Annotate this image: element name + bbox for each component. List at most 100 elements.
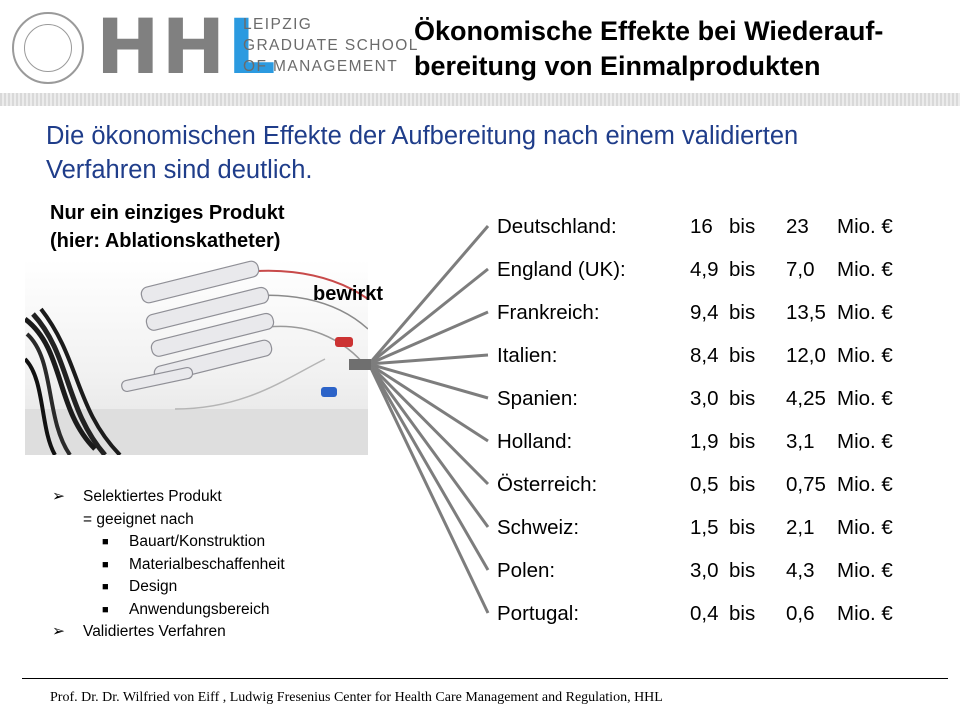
- subtitle-line1: Die ökonomischen Effekte der Aufbereitun…: [46, 122, 799, 150]
- savings-to: 12,0: [786, 344, 826, 367]
- logo-sub-line: OF MANAGEMENT: [243, 58, 399, 75]
- fan-line: [367, 225, 490, 365]
- savings-from: 4,9: [690, 258, 719, 281]
- slide-title-line2: bereitung von Einmalprodukten: [414, 51, 821, 81]
- sub-list-item-text: Anwendungsbereich: [129, 600, 270, 618]
- product-heading-line2: (hier: Ablationskatheter): [50, 230, 281, 252]
- square-bullet-icon: ■: [102, 581, 109, 593]
- list-item-selected-product: ➢ Selektiertes Produkt = geeignet nach: [52, 486, 285, 531]
- country-row-frankreich: Frankreich: 9,4 bis 13,5 Mio. €: [497, 291, 917, 334]
- range-separator: bis: [729, 430, 756, 453]
- savings-unit: Mio. €: [837, 559, 893, 582]
- fan-line: [368, 353, 489, 366]
- logo-letter-h1: H: [96, 2, 162, 91]
- list-item-text: = geeignet nach: [83, 510, 194, 528]
- savings-to: 0,6: [786, 602, 815, 625]
- fan-line: [367, 363, 490, 571]
- savings-unit: Mio. €: [837, 301, 893, 324]
- savings-from: 9,4: [690, 301, 719, 324]
- hhl-seal-logo: [12, 12, 84, 84]
- savings-from: 0,5: [690, 473, 719, 496]
- header-divider-band: [0, 93, 960, 106]
- subtitle-line2: Verfahren sind deutlich.: [46, 156, 313, 184]
- square-bullet-icon: ■: [102, 558, 109, 571]
- savings-to: 0,75: [786, 473, 826, 496]
- catheter-illustration: [25, 260, 368, 455]
- country-row-oesterreich: Österreich: 0,5 bis 0,75 Mio. €: [497, 463, 917, 506]
- savings-unit: Mio. €: [837, 344, 893, 367]
- savings-from: 1,5: [690, 516, 719, 539]
- country-name: Polen:: [497, 559, 556, 582]
- sub-list-item: ■ Materialbeschaffenheit: [52, 554, 285, 577]
- arrow-bullet-icon: ➢: [52, 488, 65, 505]
- savings-unit: Mio. €: [837, 430, 893, 453]
- country-row-holland: Holland: 1,9 bis 3,1 Mio. €: [497, 420, 917, 463]
- country-row-schweiz: Schweiz: 1,5 bis 2,1 Mio. €: [497, 506, 917, 549]
- country-name: England (UK):: [497, 258, 626, 281]
- range-separator: bis: [729, 301, 756, 324]
- sub-list-item: ■ Bauart/Konstruktion: [52, 531, 285, 554]
- slide-title: Ökonomische Effekte bei Wiederauf- berei…: [414, 14, 954, 84]
- savings-to: 13,5: [786, 301, 826, 324]
- country-row-england: England (UK): 4,9 bis 7,0 Mio. €: [497, 248, 917, 291]
- sub-list-item-text: Materialbeschaffenheit: [129, 555, 285, 573]
- country-name: Frankreich:: [497, 301, 600, 324]
- range-separator: bis: [729, 516, 756, 539]
- logo-letter-h2: H: [161, 2, 228, 91]
- sub-list-item-text: Bauart/Konstruktion: [129, 533, 266, 550]
- criteria-list: ➢ Selektiertes Produkt = geeignet nach ■…: [52, 486, 285, 644]
- country-row-polen: Polen: 3,0 bis 4,3 Mio. €: [497, 549, 917, 592]
- logo-sub-line: GRADUATE SCHOOL: [243, 37, 419, 54]
- sub-list-item: ■ Design: [52, 576, 285, 599]
- product-heading-line1: Nur ein einziges Produkt: [50, 202, 285, 224]
- savings-from: 8,4: [690, 344, 719, 367]
- country-name: Italien:: [497, 344, 558, 367]
- country-row-deutschland: Deutschland: 16 bis 23 Mio. €: [497, 205, 917, 248]
- logo-subtitle: LEIPZIG GRADUATE SCHOOL OF MANAGEMENT: [243, 14, 419, 77]
- fan-line: [368, 362, 489, 443]
- savings-from: 16: [690, 215, 713, 238]
- fan-line: [367, 362, 490, 486]
- square-bullet-icon: ■: [102, 603, 109, 616]
- savings-to: 7,0: [786, 258, 815, 281]
- country-name: Holland:: [497, 430, 573, 453]
- list-item-validated-process: ➢ Validiertes Verfahren: [52, 621, 285, 644]
- range-separator: bis: [729, 215, 756, 238]
- country-name: Spanien:: [497, 387, 578, 410]
- fan-hub: [349, 359, 371, 370]
- fan-line: [368, 362, 489, 400]
- slide-title-line1: Ökonomische Effekte bei Wiederauf-: [414, 16, 884, 46]
- fan-line: [368, 310, 489, 366]
- savings-from: 3,0: [690, 387, 719, 410]
- list-item-text: Selektiertes Produkt: [83, 488, 222, 505]
- country-name: Portugal:: [497, 602, 580, 625]
- square-bullet-icon: ■: [102, 536, 109, 548]
- logo-letter-l: L: [227, 2, 278, 91]
- seal-emblem-icon: [24, 24, 72, 72]
- range-separator: bis: [729, 559, 756, 582]
- savings-from: 1,9: [690, 430, 719, 453]
- range-separator: bis: [729, 344, 756, 367]
- effect-label: bewirkt: [313, 283, 384, 305]
- country-name: Deutschland:: [497, 215, 617, 238]
- country-name: Schweiz:: [497, 516, 580, 539]
- country-row-portugal: Portugal: 0,4 bis 0,6 Mio. €: [497, 592, 917, 635]
- slide-subtitle: Die ökonomischen Effekte der Aufbereitun…: [46, 119, 936, 187]
- range-separator: bis: [729, 473, 756, 496]
- range-separator: bis: [729, 258, 756, 281]
- sub-list-item: ■ Anwendungsbereich: [52, 599, 285, 622]
- fan-line: [367, 363, 490, 614]
- savings-to: 4,25: [786, 387, 826, 410]
- sub-list-item-text: Design: [129, 578, 178, 595]
- savings-from: 3,0: [690, 559, 719, 582]
- savings-to: 4,3: [786, 559, 815, 582]
- range-separator: bis: [729, 602, 756, 625]
- savings-from: 0,4: [690, 602, 719, 625]
- footer-divider: [22, 678, 948, 679]
- country-name: Österreich:: [497, 473, 598, 496]
- savings-unit: Mio. €: [837, 387, 893, 410]
- product-heading: Nur ein einziges Produkt (hier: Ablation…: [50, 199, 284, 255]
- list-item-text: Validiertes Verfahren: [83, 623, 226, 640]
- savings-unit: Mio. €: [837, 473, 893, 496]
